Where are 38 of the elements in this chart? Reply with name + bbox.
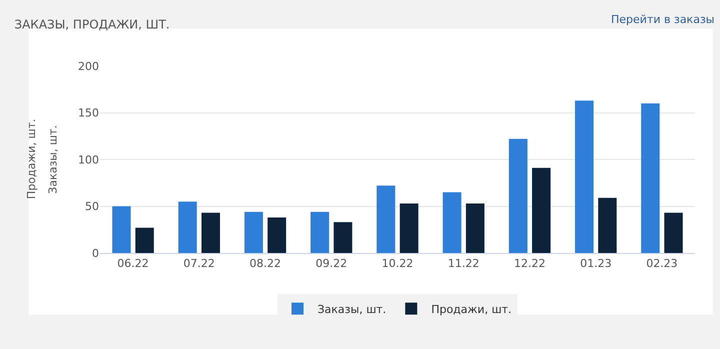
bar <box>466 203 484 253</box>
bar <box>310 212 330 253</box>
bar <box>442 192 462 253</box>
bar <box>575 100 594 253</box>
text: Перейти в заказы <box>611 13 714 26</box>
text: Продажи, шт. <box>25 118 38 200</box>
y-axis-title: Заказы, шт. <box>46 125 60 194</box>
x-tick-label: 06.22 <box>117 257 149 270</box>
bar <box>532 168 551 253</box>
chart-title: ЗАКАЗЫ, ПРОДАЖИ, ШТ. <box>14 18 170 32</box>
y-tick-label: 100 <box>78 153 99 166</box>
x-tick-label: 02.23 <box>646 257 678 270</box>
y-tick-label: 0 <box>92 246 99 260</box>
bar <box>135 228 154 253</box>
y-tick-label: 50 <box>85 200 99 214</box>
bar <box>598 198 617 253</box>
bar <box>244 212 263 253</box>
x-tick-label: 07.22 <box>183 257 215 270</box>
x-tick-label: 12.22 <box>514 257 546 270</box>
bar <box>334 222 352 253</box>
x-tick-label: 08.22 <box>250 257 282 270</box>
bar <box>201 212 220 253</box>
x-tick-label: 01.23 <box>580 257 612 270</box>
bar <box>376 186 396 253</box>
x-tick-label: 09.22 <box>316 257 348 270</box>
bar <box>112 206 131 253</box>
bar <box>508 138 528 253</box>
bar <box>400 203 418 253</box>
x-tick-label: 10.22 <box>382 257 414 270</box>
y-tick-label: 200 <box>78 60 99 73</box>
y-tick-label: 150 <box>78 106 99 120</box>
x-tick-label: 11.22 <box>448 257 480 270</box>
bar <box>664 212 683 253</box>
bar <box>641 103 660 253</box>
bar <box>178 202 197 253</box>
bar <box>268 217 286 253</box>
legend-label: Продажи, шт. <box>431 302 512 316</box>
legend-label: Заказы, шт. <box>318 302 386 316</box>
